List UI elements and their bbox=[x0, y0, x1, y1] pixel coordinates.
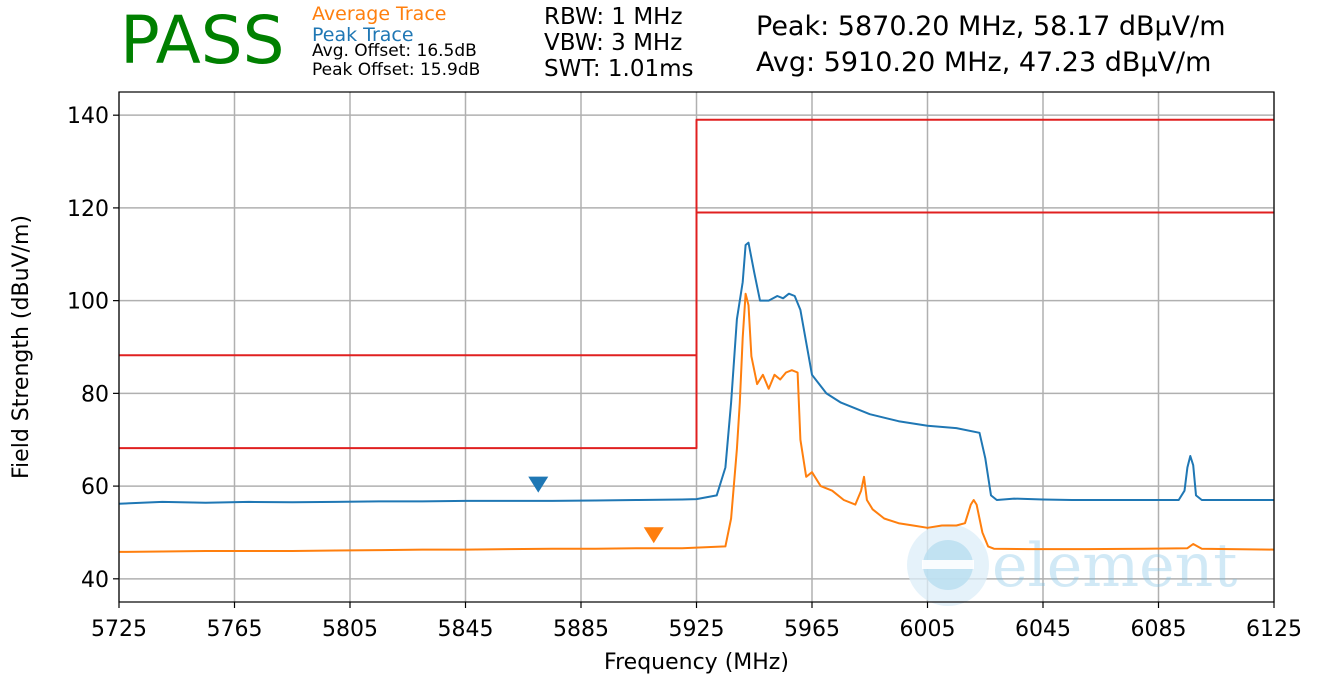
vbw-setting: VBW: 3 MHz bbox=[544, 30, 683, 56]
marker-layer bbox=[528, 476, 664, 544]
watermark: element bbox=[907, 524, 1237, 606]
x-tick-label: 5845 bbox=[438, 617, 494, 642]
peak-offset-label: Peak Offset: 15.9dB bbox=[312, 60, 481, 80]
x-tick-label: 5885 bbox=[553, 617, 609, 642]
peak-marker bbox=[528, 476, 549, 493]
x-tick-label: 6085 bbox=[1131, 617, 1187, 642]
series-average-trace bbox=[118, 292, 1275, 553]
pass-verdict: PASS bbox=[120, 2, 285, 79]
y-tick-label: 80 bbox=[81, 382, 109, 407]
x-tick-label: 5765 bbox=[207, 617, 263, 642]
x-tick-label: 6125 bbox=[1246, 617, 1302, 642]
y-axis-label: Field Strength (dBuV/m) bbox=[9, 215, 34, 479]
series-layer bbox=[118, 118, 1275, 553]
x-tick-label: 5965 bbox=[784, 617, 840, 642]
legend-peak-trace: Peak Trace bbox=[312, 24, 414, 46]
watermark-text: element bbox=[992, 531, 1237, 601]
y-tick-label: 120 bbox=[67, 197, 109, 222]
x-axis-ticks: 5725 5765 5805 5845 5885 5925 5965 6005 6045 6085… bbox=[91, 602, 1302, 642]
y-tick-label: 60 bbox=[81, 475, 109, 500]
y-tick-label: 40 bbox=[81, 568, 109, 593]
series-average-limit bbox=[119, 211, 1274, 450]
average-marker bbox=[643, 527, 664, 544]
series-peak-trace bbox=[118, 241, 1274, 505]
legend-average-trace: Average Trace bbox=[312, 3, 447, 25]
x-tick-label: 6045 bbox=[1015, 617, 1071, 642]
x-tick-label: 6005 bbox=[900, 617, 956, 642]
avg-offset-label: Avg. Offset: 16.5dB bbox=[312, 41, 477, 61]
x-tick-label: 5725 bbox=[91, 617, 147, 642]
peak-measurement: Peak: 5870.20 MHz, 58.17 dBµV/m bbox=[756, 11, 1226, 42]
y-tick-label: 140 bbox=[67, 104, 109, 129]
y-axis-ticks: 40 60 80 100 120 140 bbox=[67, 104, 119, 593]
y-tick-label: 100 bbox=[67, 290, 109, 315]
avg-measurement: Avg: 5910.20 MHz, 47.23 dBµV/m bbox=[756, 47, 1212, 78]
swt-setting: SWT: 1.01ms bbox=[544, 56, 694, 82]
rbw-setting: RBW: 1 MHz bbox=[544, 4, 683, 30]
element-logo-icon bbox=[907, 524, 989, 606]
x-tick-label: 5805 bbox=[322, 617, 378, 642]
x-axis-label: Frequency (MHz) bbox=[604, 650, 789, 675]
x-tick-label: 5925 bbox=[669, 617, 725, 642]
